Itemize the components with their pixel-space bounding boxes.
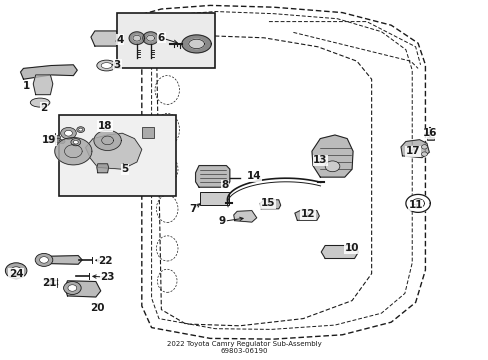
Circle shape: [77, 127, 84, 132]
Bar: [59, 115, 176, 196]
Text: 9: 9: [219, 216, 225, 226]
Polygon shape: [129, 32, 144, 45]
Text: 16: 16: [422, 128, 437, 138]
Text: 1: 1: [23, 81, 30, 91]
Circle shape: [325, 161, 339, 172]
Circle shape: [64, 130, 72, 136]
Bar: [426, 137, 433, 140]
Bar: [117, 13, 215, 68]
Circle shape: [98, 122, 112, 132]
Polygon shape: [411, 199, 424, 208]
Text: 20: 20: [90, 303, 105, 313]
Polygon shape: [321, 246, 358, 258]
Polygon shape: [33, 75, 53, 95]
Polygon shape: [260, 200, 280, 209]
Text: 11: 11: [407, 200, 422, 210]
Text: 23: 23: [100, 272, 115, 282]
Circle shape: [421, 145, 427, 149]
Polygon shape: [65, 281, 101, 297]
Circle shape: [61, 127, 76, 139]
Ellipse shape: [30, 98, 50, 107]
Text: 12: 12: [300, 209, 315, 219]
Circle shape: [71, 139, 81, 146]
Polygon shape: [195, 166, 229, 187]
Polygon shape: [62, 131, 98, 146]
Text: 6: 6: [158, 33, 164, 43]
Circle shape: [63, 282, 81, 294]
Polygon shape: [182, 35, 211, 53]
Text: 3: 3: [114, 60, 121, 70]
Text: 24: 24: [9, 269, 23, 279]
Text: 21: 21: [41, 278, 56, 288]
Circle shape: [55, 138, 61, 143]
Text: 5: 5: [121, 164, 128, 174]
Text: 19: 19: [41, 135, 56, 145]
Bar: [199, 192, 228, 205]
Polygon shape: [400, 140, 428, 158]
Polygon shape: [142, 32, 158, 45]
Text: 7: 7: [189, 204, 197, 214]
Polygon shape: [294, 210, 319, 220]
Polygon shape: [188, 39, 204, 49]
Circle shape: [5, 263, 27, 279]
Polygon shape: [91, 31, 120, 46]
Polygon shape: [311, 135, 352, 177]
Circle shape: [11, 267, 21, 275]
Circle shape: [73, 140, 78, 144]
Circle shape: [79, 128, 82, 131]
Circle shape: [40, 257, 48, 263]
Circle shape: [35, 253, 53, 266]
Bar: [142, 127, 154, 138]
Text: 4: 4: [116, 35, 123, 45]
Polygon shape: [94, 130, 121, 150]
Polygon shape: [85, 133, 142, 169]
Polygon shape: [55, 138, 92, 165]
Polygon shape: [97, 164, 108, 173]
Polygon shape: [43, 256, 82, 264]
Text: 18: 18: [98, 121, 112, 131]
Text: 2022 Toyota Camry Regulator Sub-Assembly
69803-06190: 2022 Toyota Camry Regulator Sub-Assembly…: [167, 341, 321, 354]
Ellipse shape: [97, 60, 116, 71]
Text: 10: 10: [344, 243, 359, 253]
Text: 8: 8: [221, 180, 228, 190]
Polygon shape: [233, 211, 256, 222]
Text: 22: 22: [98, 256, 112, 266]
Circle shape: [55, 135, 61, 140]
Circle shape: [102, 124, 108, 129]
Polygon shape: [20, 65, 77, 79]
Circle shape: [421, 152, 427, 156]
Text: 14: 14: [246, 171, 261, 181]
Polygon shape: [146, 35, 154, 41]
Text: 15: 15: [260, 198, 275, 208]
Polygon shape: [405, 194, 429, 212]
Ellipse shape: [101, 63, 112, 68]
Text: 13: 13: [312, 155, 327, 165]
Circle shape: [59, 139, 65, 144]
Text: 2: 2: [41, 103, 47, 113]
Circle shape: [68, 285, 77, 291]
Text: 17: 17: [405, 146, 420, 156]
Polygon shape: [133, 35, 141, 41]
